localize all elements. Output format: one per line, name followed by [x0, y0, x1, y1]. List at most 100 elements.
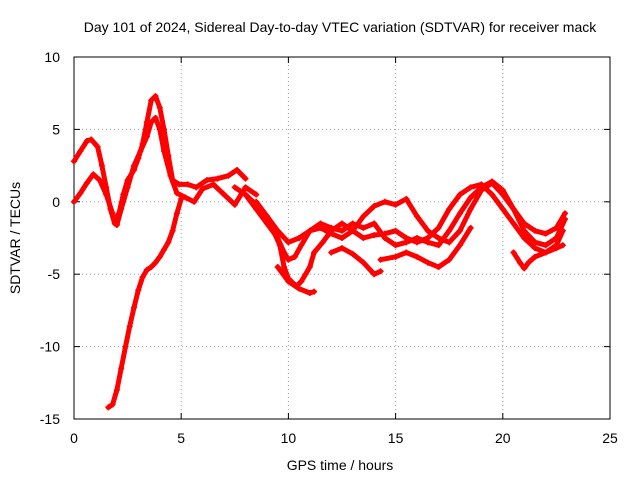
data-point: [165, 239, 172, 246]
data-point: [319, 239, 326, 246]
data-point: [152, 259, 159, 266]
x-tick-label: 5: [177, 430, 185, 446]
data-point: [377, 268, 384, 275]
data-point: [489, 179, 496, 186]
data-point: [510, 206, 517, 213]
data-point: [446, 256, 453, 263]
data-point: [339, 227, 345, 234]
data-point: [456, 227, 463, 234]
data-point: [542, 230, 549, 237]
data-point: [231, 184, 238, 191]
data-point: [296, 285, 303, 292]
data-point: [371, 203, 378, 210]
data-point: [178, 195, 185, 202]
data-point: [83, 137, 90, 144]
data-point: [553, 245, 560, 252]
data-point: [274, 263, 281, 270]
data-point: [521, 235, 528, 241]
tick-labels: 0 5 10 15 20 25 -15 -10 -5 0 5 10: [40, 49, 618, 446]
data-point: [124, 184, 131, 191]
data-point: [122, 343, 129, 350]
data-point: [499, 206, 506, 213]
tick-marks: [73, 56, 611, 420]
data-point: [339, 235, 345, 241]
data-point: [317, 224, 324, 231]
y-tick-label: 5: [52, 121, 60, 137]
data-point: [542, 242, 549, 249]
data-point: [298, 278, 305, 285]
data-point: [274, 227, 281, 234]
data-point: [281, 249, 288, 256]
data-point: [242, 184, 249, 191]
data-point: [360, 224, 367, 231]
data-point: [521, 227, 528, 234]
series-line-track-1: [71, 93, 248, 226]
y-tick-label: 10: [44, 49, 60, 65]
data-point: [392, 253, 399, 260]
series-points-track-2: [71, 114, 260, 228]
data-point: [414, 235, 421, 241]
data-point: [169, 227, 176, 234]
data-point: [414, 213, 421, 220]
chart-title: Day 101 of 2024, Sidereal Day-to-day VTE…: [84, 19, 597, 35]
data-point: [135, 287, 142, 294]
data-point: [285, 239, 292, 246]
data-point: [561, 210, 568, 217]
data-point: [231, 201, 238, 208]
data-point: [553, 235, 560, 241]
data-point: [94, 143, 101, 150]
data-point: [521, 220, 528, 227]
data-point: [113, 221, 120, 228]
data-point: [381, 235, 388, 241]
data-point: [446, 227, 453, 234]
data-point: [510, 220, 517, 227]
data-point: [349, 220, 356, 227]
data-point: [161, 246, 168, 253]
data-point: [131, 162, 138, 169]
data-point: [118, 365, 125, 372]
data-point: [435, 263, 442, 270]
data-point: [285, 256, 292, 263]
data-point: [371, 232, 378, 239]
x-tick-label: 0: [70, 430, 78, 446]
data-point: [291, 253, 298, 260]
data-point: [90, 171, 97, 178]
data-point: [143, 133, 150, 140]
y-tick-label: -5: [48, 266, 61, 282]
series-line-track-6: [253, 180, 568, 245]
data-point: [499, 191, 506, 198]
data-point: [203, 177, 210, 184]
data-point: [392, 242, 399, 249]
data-point: [253, 198, 260, 205]
y-tick-label: -15: [40, 411, 60, 427]
data-point: [516, 259, 523, 266]
y-tick-label: 0: [52, 194, 60, 210]
data-point: [531, 253, 538, 260]
data-point: [328, 230, 335, 237]
data-point: [118, 206, 125, 213]
data-point: [328, 249, 335, 256]
grid-lines: [74, 57, 610, 419]
data-point: [77, 190, 84, 197]
data-point: [156, 253, 163, 260]
data-point: [521, 265, 528, 272]
data-series: [71, 93, 568, 411]
data-point: [542, 249, 549, 256]
data-point: [281, 263, 288, 270]
series-points-track-7: [274, 263, 318, 297]
data-point: [339, 220, 345, 227]
data-point: [339, 245, 345, 252]
data-point: [403, 239, 410, 246]
data-point: [225, 172, 232, 179]
data-point: [214, 175, 221, 182]
data-point: [148, 263, 155, 270]
data-point: [392, 227, 399, 234]
data-point: [478, 187, 485, 194]
data-point: [467, 184, 474, 191]
data-point: [360, 235, 367, 241]
data-point: [131, 304, 138, 311]
data-point: [446, 206, 453, 213]
series-points-track-3: [105, 195, 185, 411]
data-point: [467, 194, 474, 201]
